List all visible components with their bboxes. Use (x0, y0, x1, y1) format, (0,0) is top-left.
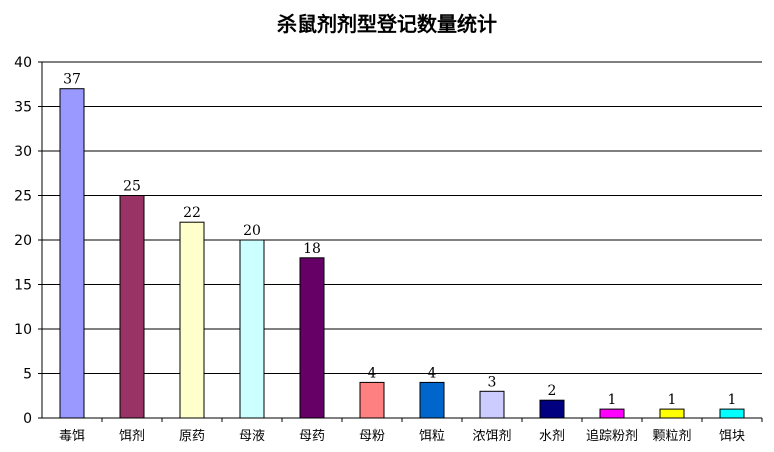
bar (59, 88, 85, 419)
category-label: 饵块 (719, 429, 745, 444)
bar (419, 381, 445, 419)
data-label: 18 (303, 241, 321, 257)
y-tick-label: 40 (14, 55, 32, 71)
category-label: 原药 (179, 429, 205, 444)
data-label: 1 (728, 392, 737, 408)
data-label: 1 (608, 392, 617, 408)
bar (719, 408, 745, 419)
category-label: 颗粒剂 (652, 429, 691, 444)
category-label: 毒饵 (59, 429, 85, 444)
y-tick-label: 10 (14, 322, 32, 338)
data-label: 22 (183, 205, 201, 221)
data-label: 25 (123, 179, 141, 195)
bar (659, 408, 685, 419)
category-label: 水剂 (539, 429, 565, 444)
category-label: 母粉 (359, 429, 385, 444)
bar (299, 257, 325, 419)
category-label: 饵剂 (119, 429, 145, 444)
bar (179, 221, 205, 419)
chart-title: 杀鼠剂剂型登记数量统计 (277, 12, 497, 36)
category-label: 母液 (239, 429, 265, 444)
bar (539, 399, 565, 419)
y-tick-label: 25 (14, 189, 32, 205)
data-label: 4 (368, 365, 377, 381)
y-tick-label: 20 (14, 233, 32, 249)
bar (479, 390, 505, 419)
category-label: 追踪粉剂 (586, 428, 638, 444)
y-tick-label: 15 (14, 278, 32, 294)
y-tick-label: 35 (14, 100, 32, 116)
y-tick-label: 5 (23, 367, 32, 383)
data-label: 2 (548, 383, 557, 399)
data-label: 1 (668, 392, 677, 408)
bar (119, 195, 145, 419)
category-label: 母药 (299, 429, 325, 444)
bar (599, 408, 625, 419)
bar (359, 381, 385, 419)
data-label: 4 (428, 365, 437, 381)
category-label: 浓饵剂 (472, 429, 511, 444)
data-label: 3 (488, 374, 497, 390)
y-tick-label: 0 (23, 411, 32, 427)
data-label: 37 (63, 72, 81, 88)
data-label: 20 (243, 223, 261, 239)
category-label: 饵粒 (419, 429, 445, 444)
bar (239, 239, 265, 419)
y-tick-label: 30 (14, 144, 32, 160)
